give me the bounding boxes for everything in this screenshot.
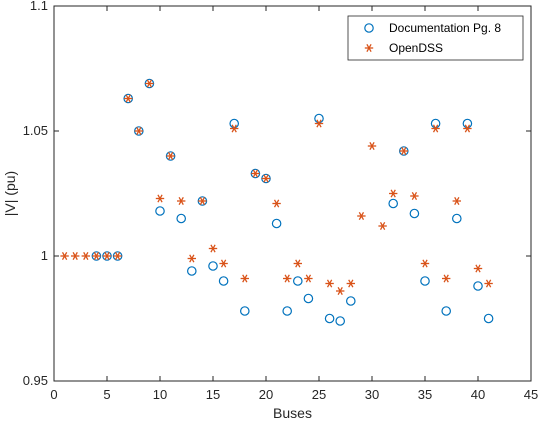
data-point-opendss xyxy=(378,222,387,230)
data-point-opendss xyxy=(187,254,196,263)
data-point-opendss xyxy=(463,124,472,133)
data-point-opendss xyxy=(314,119,324,128)
data-point-opendss xyxy=(484,279,493,288)
data-point-opendss xyxy=(399,147,408,155)
data-point-documentation xyxy=(451,213,462,224)
data-point-opendss xyxy=(60,252,69,260)
data-point-opendss xyxy=(81,252,90,260)
data-point-opendss xyxy=(410,192,419,200)
data-point-opendss xyxy=(155,194,165,203)
x-tick-label: 10 xyxy=(153,387,167,402)
data-point-documentation xyxy=(409,208,420,219)
y-tick-label: 1.1 xyxy=(30,0,48,13)
data-point-opendss xyxy=(442,274,451,283)
legend-label-documentation: Documentation Pg. 8 xyxy=(389,21,501,35)
x-tick-label: 35 xyxy=(418,387,432,402)
data-point-documentation xyxy=(187,266,197,276)
y-tick-label: 1.05 xyxy=(23,123,48,138)
y-tick-label: 1 xyxy=(41,248,48,263)
y-tick-label: 0.95 xyxy=(23,373,48,388)
data-point-opendss xyxy=(219,259,228,268)
data-point-documentation xyxy=(473,281,483,291)
data-point-opendss xyxy=(92,252,101,260)
data-point-opendss xyxy=(124,94,133,103)
y-axis-ticks: 0.95 1 1.05 1.1 xyxy=(23,0,531,388)
data-point-documentation xyxy=(155,206,165,216)
data-point-opendss xyxy=(367,142,377,150)
data-point-documentation xyxy=(345,296,356,306)
data-point-opendss xyxy=(177,197,186,205)
data-point-opendss xyxy=(420,259,430,268)
legend-marker-documentation xyxy=(364,23,374,33)
data-point-opendss xyxy=(261,174,271,183)
x-tick-label: 25 xyxy=(312,387,326,402)
data-point-opendss xyxy=(240,274,249,283)
data-point-opendss xyxy=(336,287,345,295)
x-axis-label: Buses xyxy=(273,405,312,421)
data-point-opendss xyxy=(102,252,112,260)
data-point-opendss xyxy=(71,252,80,260)
plot-area xyxy=(54,6,531,381)
x-tick-label: 15 xyxy=(206,387,220,402)
data-point-documentation xyxy=(324,313,335,324)
data-point-opendss xyxy=(325,279,334,288)
data-point-opendss xyxy=(357,212,366,220)
data-point-opendss xyxy=(272,199,281,208)
data-points xyxy=(60,78,494,326)
legend-asterisk-icon xyxy=(364,44,374,52)
legend: Documentation Pg. 8 OpenDSS xyxy=(347,15,524,61)
data-point-documentation xyxy=(208,261,218,271)
data-point-opendss xyxy=(431,124,440,133)
data-point-opendss xyxy=(389,189,398,198)
data-point-documentation xyxy=(176,213,186,224)
legend-label-opendss: OpenDSS xyxy=(389,41,443,55)
legend-marker-opendss xyxy=(364,44,374,52)
plot-frame xyxy=(53,5,532,382)
data-point-opendss xyxy=(113,252,122,260)
data-point-documentation xyxy=(441,306,451,316)
data-point-documentation xyxy=(271,218,282,229)
data-point-opendss xyxy=(293,259,302,268)
data-point-opendss xyxy=(166,152,175,160)
data-point-documentation xyxy=(292,276,303,286)
data-point-opendss xyxy=(198,197,207,205)
data-point-opendss xyxy=(251,169,260,178)
data-point-opendss xyxy=(208,244,218,253)
data-point-opendss xyxy=(283,274,292,283)
x-tick-label: 20 xyxy=(259,387,273,402)
data-point-documentation xyxy=(240,306,250,316)
x-tick-label: 30 xyxy=(365,387,379,402)
x-tick-label: 5 xyxy=(103,387,110,402)
data-point-opendss xyxy=(346,279,355,288)
data-point-opendss xyxy=(134,127,143,135)
data-point-documentation xyxy=(483,313,494,324)
data-point-documentation xyxy=(218,276,229,286)
y-axis-label: |V| (pu) xyxy=(2,171,18,216)
x-tick-label: 0 xyxy=(50,387,57,402)
data-point-opendss xyxy=(145,79,154,88)
data-point-opendss xyxy=(304,274,313,283)
data-point-documentation xyxy=(335,316,345,326)
data-point-documentation xyxy=(388,198,398,209)
data-point-opendss xyxy=(230,124,239,133)
data-point-opendss xyxy=(452,197,461,205)
data-point-documentation xyxy=(303,293,314,304)
x-tick-label: 40 xyxy=(471,387,485,402)
data-point-documentation xyxy=(282,306,292,316)
data-point-documentation xyxy=(420,276,430,286)
legend-circle-icon xyxy=(364,23,374,33)
legend-box xyxy=(347,15,524,61)
x-tick-label: 45 xyxy=(524,387,538,402)
x-axis-ticks: 0 5 10 15 20 25 30 35 40 45 xyxy=(50,6,538,402)
data-point-opendss xyxy=(473,264,483,273)
